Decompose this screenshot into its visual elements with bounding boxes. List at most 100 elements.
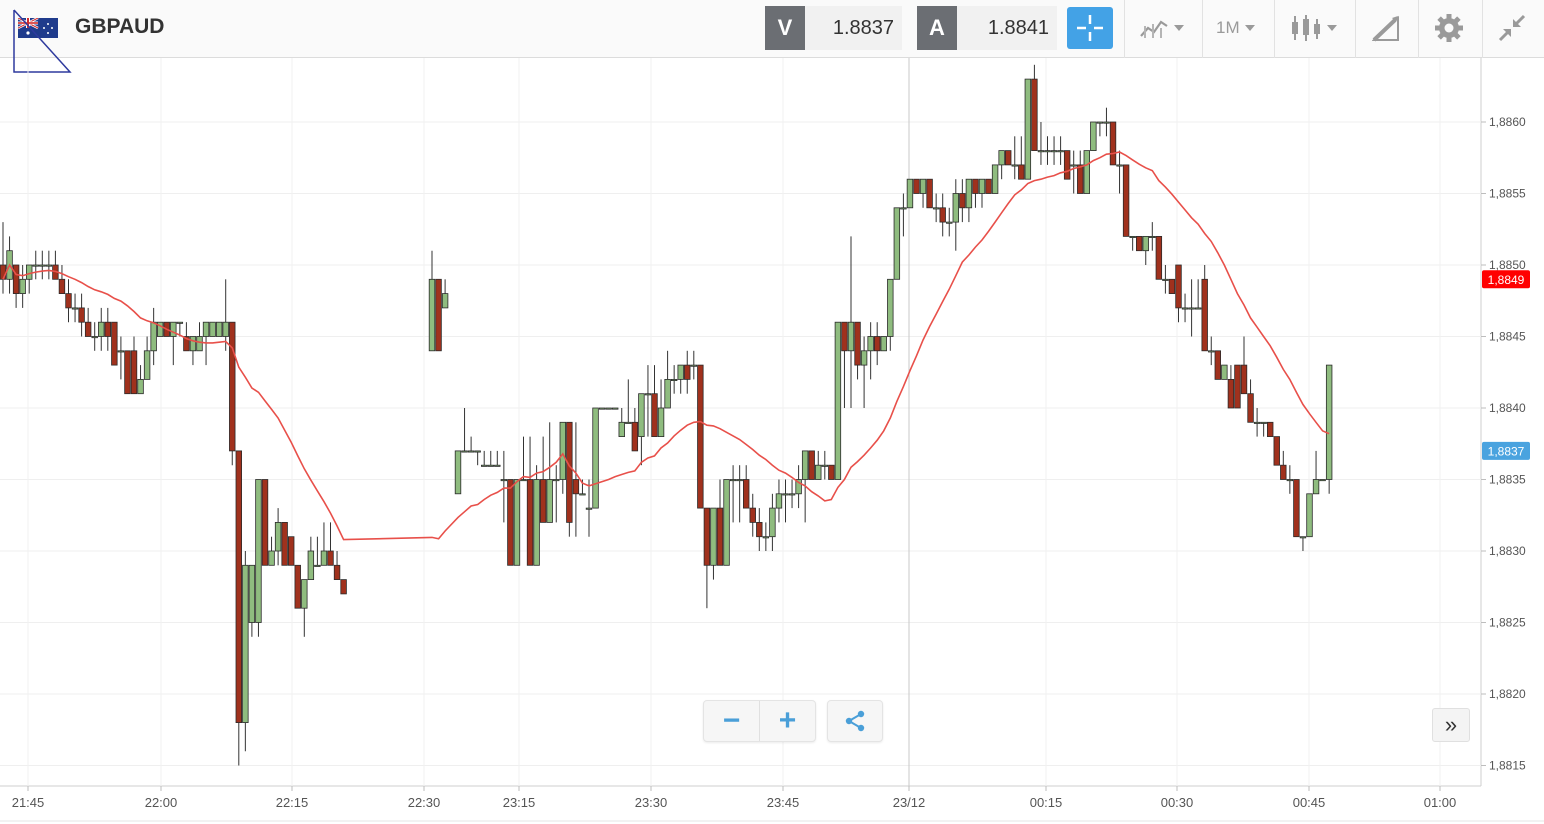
candle-up — [965, 178, 973, 209]
y-tick-label: 1,8835 — [1489, 473, 1526, 487]
x-axis: 21:45 22:00 22:15 22:30 23:15 23:30 23:45 23/12… — [12, 795, 1457, 810]
candle-up — [625, 421, 632, 424]
candle-up — [1208, 350, 1215, 353]
candle-up — [242, 564, 249, 723]
toolbar-divider — [1202, 0, 1203, 58]
timeframe-dropdown[interactable]: 1M — [1216, 8, 1255, 48]
collapse-button[interactable] — [1497, 8, 1527, 48]
candle-up — [592, 407, 599, 509]
candle-up — [867, 336, 874, 352]
x-tick-label: 23:15 — [503, 795, 536, 810]
candle-down — [631, 421, 639, 452]
candle-down — [0, 264, 7, 280]
x-tick-label: 22:30 — [408, 795, 441, 810]
candle-down — [333, 564, 341, 580]
price-chart[interactable]: 1,88151,88201,88251,88301,88351,88401,88… — [0, 58, 1544, 824]
crosshair-button[interactable] — [1067, 7, 1113, 49]
candle-up — [314, 564, 321, 567]
candle-up — [39, 264, 46, 267]
candle-up — [143, 350, 151, 380]
zoom-in-button[interactable]: + — [778, 704, 797, 737]
candle-up — [788, 493, 796, 496]
gb-au-flag-icon — [18, 18, 58, 38]
sell-label: V — [765, 6, 805, 50]
candle-down — [281, 521, 288, 566]
share-button[interactable] — [827, 700, 883, 742]
candle-down — [913, 178, 920, 194]
indicator-menu[interactable] — [1139, 8, 1184, 48]
candle-down — [1005, 150, 1012, 166]
crosshair-icon — [1077, 15, 1103, 41]
candle-up — [248, 564, 256, 623]
candle-up — [559, 421, 566, 480]
candle-up — [494, 464, 501, 467]
candle-up — [1149, 235, 1156, 238]
candle-up — [137, 378, 144, 395]
candle-up — [762, 536, 770, 539]
candle-up — [202, 321, 210, 337]
candle-down — [78, 307, 85, 323]
x-tick-label: 00:15 — [1030, 795, 1063, 810]
candle-up — [474, 450, 481, 453]
sell-quote[interactable]: V 1.8837 — [765, 6, 902, 50]
candle-down — [84, 321, 92, 337]
candle-down — [1267, 421, 1274, 437]
candle-down — [287, 536, 295, 566]
candle-down — [327, 550, 334, 566]
candle-down — [716, 507, 724, 566]
chart-toolbar: GBPAUD V 1.8837 A 1.8841 1M — [0, 0, 1544, 73]
chart-grid — [0, 58, 1544, 822]
x-tick-label: 00:30 — [1161, 795, 1194, 810]
candle-up — [553, 479, 560, 482]
candle-up — [255, 479, 262, 623]
candle-up — [952, 193, 959, 223]
chart-type-menu[interactable] — [1290, 8, 1337, 48]
y-tick-label: 1,8860 — [1489, 115, 1526, 129]
corner-marker-icon — [13, 9, 72, 73]
candle-up — [1299, 536, 1307, 539]
candle-down — [340, 579, 347, 595]
candle-down — [743, 479, 750, 509]
candle-down — [972, 178, 979, 194]
candle-down — [58, 278, 66, 295]
toolbar-divider — [1274, 0, 1275, 58]
gear-icon — [1435, 14, 1463, 42]
buy-price: 1.8841 — [957, 6, 1057, 50]
candle-up — [638, 393, 645, 438]
candle-up — [1319, 479, 1326, 482]
price-marker-box — [1482, 270, 1530, 289]
candle-down — [1031, 78, 1038, 152]
candle-up — [91, 336, 98, 339]
candle-up — [906, 178, 914, 209]
candle-up — [150, 321, 157, 352]
candle-up — [189, 336, 197, 352]
candle-up — [533, 479, 540, 566]
candle-down — [435, 278, 442, 352]
candle-up — [454, 450, 462, 495]
moving-average-line — [2, 151, 1330, 541]
instrument-symbol[interactable]: GBPAUD — [75, 15, 165, 38]
candle-up — [1057, 150, 1064, 153]
candle-down — [1109, 121, 1117, 166]
candle-down — [507, 479, 514, 566]
zoom-divider — [759, 701, 760, 741]
candle-down — [1077, 164, 1084, 194]
price-marker-label: 1,8849 — [1488, 273, 1525, 287]
candle-up — [900, 207, 907, 210]
drawing-tools-button[interactable] — [1372, 8, 1400, 48]
candle-down — [828, 464, 835, 480]
candle-up — [1129, 235, 1136, 238]
candle-up — [320, 550, 328, 566]
zoom-out-button[interactable]: − — [722, 704, 741, 737]
candle-up — [274, 521, 282, 552]
candle-up — [98, 321, 105, 337]
scroll-to-latest-button[interactable]: » — [1432, 708, 1470, 742]
settings-button[interactable] — [1434, 8, 1464, 48]
candle-up — [1260, 421, 1267, 424]
buy-quote[interactable]: A 1.8841 — [917, 6, 1057, 50]
y-tick-label: 1,8820 — [1489, 687, 1526, 701]
candle-up — [978, 178, 986, 194]
candle-up — [156, 321, 164, 337]
candlestick-icon — [1292, 15, 1320, 41]
candle-up — [19, 278, 26, 295]
